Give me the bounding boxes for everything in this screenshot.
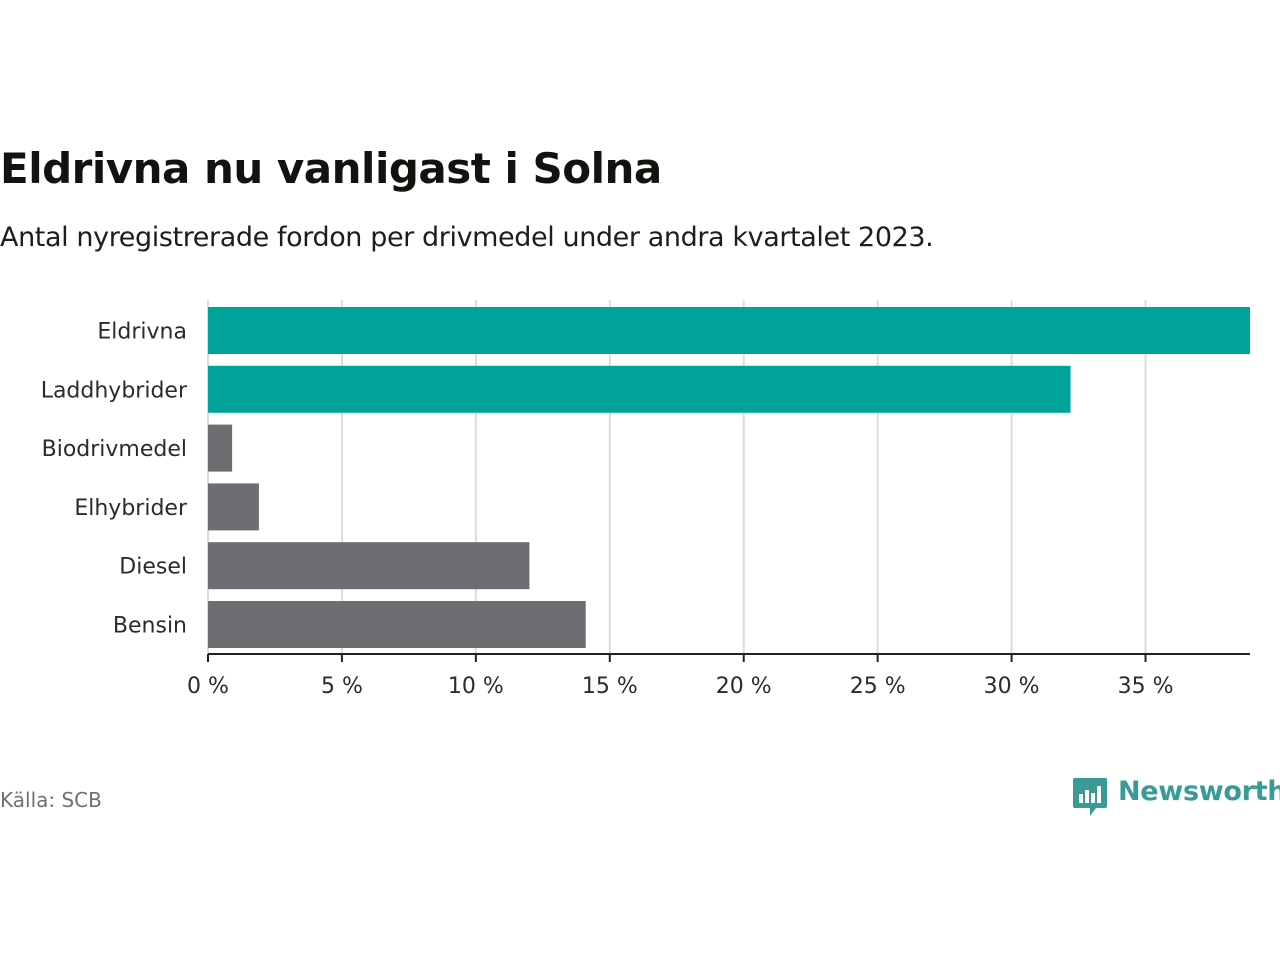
x-tick-label: 0 %	[187, 674, 229, 699]
x-tick-label: 10 %	[448, 674, 504, 699]
bar-biodrivmedel	[208, 424, 233, 472]
y-tick-label: Bensin	[113, 614, 187, 639]
y-tick-label: Laddhybrider	[41, 378, 188, 403]
y-tick-label: Biodrivmedel	[42, 437, 187, 462]
x-axis: 0 % 5 % 10 % 15 % 20 % 25 % 30 % 35 %	[187, 653, 1250, 699]
x-tick-label: 15 %	[582, 674, 638, 699]
x-tick-label: 5 %	[321, 674, 363, 699]
y-tick-label: Eldrivna	[97, 320, 187, 345]
chart-title: Eldrivna nu vanligast i Solna	[0, 144, 662, 193]
x-tick-label: 30 %	[984, 674, 1040, 699]
chart-subtitle: Antal nyregistrerade fordon per drivmede…	[0, 222, 934, 253]
newsworthy-logo-icon	[1073, 778, 1107, 816]
bar-bensin	[208, 601, 586, 648]
brand-name: Newsworthy	[1118, 776, 1280, 807]
x-tick-label: 20 %	[716, 674, 772, 699]
x-tick-label: 25 %	[850, 674, 906, 699]
source-note: Källa: SCB	[0, 788, 102, 812]
brand-logo: Newsworthy	[1072, 776, 1280, 818]
gridlines	[207, 300, 1147, 654]
bars	[208, 307, 1250, 648]
y-tick-label: Diesel	[119, 555, 187, 580]
y-tick-label: Elhybrider	[74, 496, 188, 521]
bar-eldrivna	[208, 307, 1250, 354]
bar-laddhybrider	[208, 365, 1071, 413]
x-tick-label: 35 %	[1118, 674, 1174, 699]
bar-chart: Eldrivna Laddhybrider Biodrivmedel Elhybrid…	[41, 300, 1250, 699]
y-axis-labels: Eldrivna Laddhybrider Biodrivmedel Elhybrid…	[41, 320, 188, 639]
bar-diesel	[208, 542, 530, 590]
bar-elhybrider	[208, 483, 259, 531]
